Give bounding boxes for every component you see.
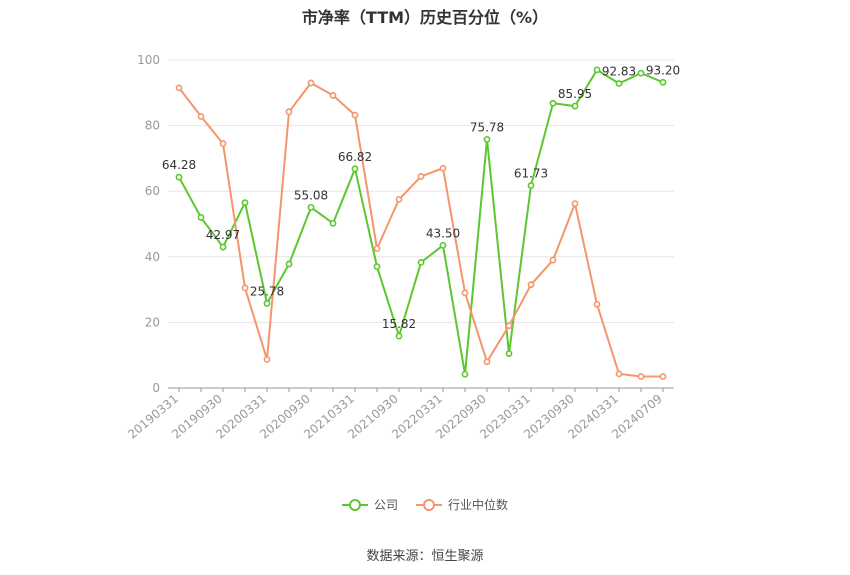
data-point-company [241, 199, 249, 207]
data-point-company [505, 350, 513, 357]
data-point-industry-median [417, 173, 425, 180]
data-point-industry-median [219, 140, 227, 148]
data-point-company [175, 173, 183, 181]
data-point-industry-median [659, 373, 667, 380]
legend-label-company: 公司 [373, 498, 398, 512]
series-line-company [178, 68, 664, 376]
data-point-industry-median [175, 84, 183, 92]
data-label: 42.97 [206, 228, 240, 242]
data-label: 61.73 [514, 167, 548, 181]
legend-item-industry-median[interactable]: 行业中位数 [416, 496, 508, 513]
data-point-industry-median [285, 108, 293, 116]
data-point-company [329, 219, 337, 227]
data-label: 92.83 [602, 65, 636, 79]
data-point-company [263, 300, 271, 307]
data-label: 75.78 [470, 120, 504, 134]
data-point-industry-median [329, 92, 337, 99]
data-point-industry-median [483, 358, 491, 366]
data-label: 93.20 [646, 63, 680, 77]
data-point-company [615, 80, 623, 87]
data-point-company [461, 370, 469, 378]
grid-layer [168, 59, 674, 323]
data-point-company [285, 260, 293, 268]
legend-marker-industry-median-icon [416, 498, 442, 511]
y-tick-label: 20 [145, 315, 160, 329]
data-point-company [373, 263, 381, 271]
data-point-company [417, 258, 425, 266]
data-point-industry-median [373, 245, 381, 252]
source-note: 数据来源：恒生聚源 [366, 549, 484, 564]
data-point-company [637, 69, 645, 77]
data-point-company [483, 136, 491, 143]
legend-marker-company-icon [341, 498, 368, 511]
data-point-company [197, 214, 205, 221]
data-point-company [439, 241, 447, 249]
series-layer [175, 66, 667, 380]
data-label: 55.08 [294, 188, 328, 202]
legend: 公司 行业中位数 [0, 496, 850, 513]
data-point-company [307, 203, 315, 211]
chart-title: 市净率（TTM）历史百分位（%） [301, 8, 549, 27]
data-label: 15.82 [382, 317, 416, 331]
data-point-company [571, 102, 579, 110]
data-label: 25.78 [250, 284, 284, 298]
data-point-industry-median [593, 300, 601, 308]
data-point-industry-median [637, 373, 645, 380]
data-point-industry-median [439, 164, 447, 172]
data-point-company [527, 182, 535, 189]
data-label: 66.82 [338, 150, 372, 164]
data-point-company [395, 332, 403, 340]
data-point-company [659, 78, 667, 86]
data-point-industry-median [615, 370, 623, 378]
data-point-company [351, 165, 359, 173]
data-label-layer: 64.28 42.97 25.78 55.08 66.82 15.82 43.50 75.78… [162, 63, 680, 331]
data-point-industry-median [549, 256, 557, 264]
data-point-industry-median [461, 289, 469, 297]
data-point-industry-median [351, 111, 359, 119]
data-point-company [219, 243, 227, 251]
data-point-industry-median [505, 322, 513, 330]
data-point-industry-median [263, 356, 271, 363]
y-tick-label: 60 [145, 184, 160, 198]
data-point-industry-median [307, 79, 315, 87]
data-point-industry-median [197, 113, 205, 120]
y-tick-label: 40 [145, 250, 160, 264]
data-label: 43.50 [426, 226, 460, 240]
y-tick-label: 80 [145, 119, 160, 133]
data-point-industry-median [241, 284, 249, 292]
y-tick-label: 100 [137, 53, 160, 67]
data-point-company [549, 99, 557, 107]
y-tick-label: 0 [152, 381, 160, 395]
legend-label-industry-median: 行业中位数 [448, 498, 509, 512]
legend-item-company[interactable]: 公司 [341, 496, 398, 513]
axis-layer: 0204060801002019033120190930202003312020… [125, 53, 674, 442]
data-label: 64.28 [162, 158, 196, 172]
data-point-industry-median [395, 195, 403, 203]
data-point-industry-median [527, 281, 535, 289]
data-label: 85.95 [558, 87, 592, 101]
data-point-industry-median [571, 200, 579, 208]
data-point-company [593, 66, 601, 74]
